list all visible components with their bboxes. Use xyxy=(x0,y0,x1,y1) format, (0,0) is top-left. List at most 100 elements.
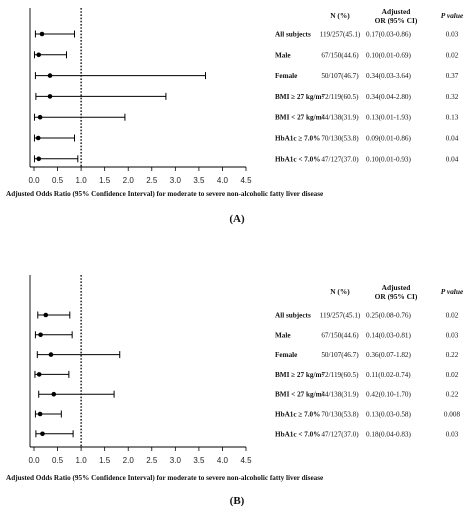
point-estimate xyxy=(36,156,42,162)
row-p-value: 0.13 xyxy=(446,114,459,122)
row-label: BMI ≥ 27 kg/m² xyxy=(275,93,324,101)
x-tick-label: 3.0 xyxy=(170,176,182,185)
point-estimate xyxy=(35,135,41,141)
x-axis-label: Adjusted Odds Ratio (95% Confidence Inte… xyxy=(6,190,323,198)
row-label: All subjects xyxy=(275,31,311,39)
x-tick-label: 2.5 xyxy=(146,456,158,465)
row-n: 67/150(44.6) xyxy=(321,331,359,339)
row-p-value: 0.03 xyxy=(446,430,459,438)
x-tick-label: 2.0 xyxy=(123,176,135,185)
row-or-ci: 0.36(0.07-1.82) xyxy=(366,351,412,359)
panel-label: (A) xyxy=(229,213,245,225)
or-column-header-line2: OR (95% CI) xyxy=(375,292,418,301)
row-p-value: 0.22 xyxy=(446,351,459,359)
x-tick-label: 0.5 xyxy=(52,456,64,465)
row-n: 70/130(53.8) xyxy=(321,411,359,419)
row-p-value: 0.04 xyxy=(446,135,459,143)
or-column-header-line1: Adjusted xyxy=(382,7,412,16)
point-estimate xyxy=(36,52,42,58)
point-estimate xyxy=(43,312,49,318)
row-or-ci: 0.13(0.03-0.58) xyxy=(366,411,412,419)
x-tick-label: 1.5 xyxy=(99,176,111,185)
row-n: 47/127(37.0) xyxy=(321,430,359,438)
row-p-value: 0.22 xyxy=(446,391,459,399)
row-p-value: 0.37 xyxy=(446,72,459,80)
row-p-value: 0.008 xyxy=(444,411,461,419)
x-axis-label: Adjusted Odds Ratio (95% Confidence Inte… xyxy=(6,474,323,482)
x-tick-label: 4.0 xyxy=(217,456,229,465)
row-label: Female xyxy=(275,72,297,80)
row-n: 119/257(45.1) xyxy=(320,312,361,320)
point-estimate xyxy=(39,31,45,37)
row-p-value: 0.02 xyxy=(446,312,459,320)
x-tick-label: 3.5 xyxy=(193,176,205,185)
x-tick-label: 3.5 xyxy=(193,456,205,465)
point-estimate xyxy=(36,372,42,377)
point-estimate xyxy=(37,114,43,120)
row-label: Female xyxy=(275,351,297,359)
row-or-ci: 0.09(0.01-0.86) xyxy=(366,135,412,143)
row-p-value: 0.03 xyxy=(446,31,459,39)
row-or-ci: 0.10(0.01-0.69) xyxy=(366,51,412,59)
row-label: HbA1c < 7.0% xyxy=(275,155,320,163)
x-tick-label: 0.5 xyxy=(52,176,64,185)
row-p-value: 0.02 xyxy=(446,371,459,379)
p-column-header: P value xyxy=(441,11,464,20)
row-or-ci: 0.17(0.03-0.86) xyxy=(366,31,412,39)
x-tick-label: 1.0 xyxy=(76,176,88,185)
n-column-header: N (%) xyxy=(330,11,350,20)
row-label: Male xyxy=(275,51,291,59)
row-label: BMI ≥ 27 kg/m² xyxy=(275,371,324,379)
row-or-ci: 0.13(0.01-1.93) xyxy=(366,114,412,122)
x-tick-label: 0.0 xyxy=(28,176,40,185)
row-or-ci: 0.34(0.04-2.80) xyxy=(366,93,412,101)
x-tick-label: 4.5 xyxy=(240,176,252,185)
or-column-header-line1: Adjusted xyxy=(382,283,412,292)
x-tick-label: 2.0 xyxy=(123,456,135,465)
p-column-header: P value xyxy=(441,287,464,296)
row-label: BMI < 27 kg/m² xyxy=(275,391,324,399)
row-p-value: 0.04 xyxy=(446,155,459,163)
row-n: 72/119(60.5) xyxy=(321,93,359,101)
row-n: 119/257(45.1) xyxy=(320,31,361,39)
row-n: 50/107(46.7) xyxy=(321,351,359,359)
x-tick-label: 4.5 xyxy=(240,456,252,465)
row-or-ci: 0.11(0.02-0.74) xyxy=(366,371,411,379)
point-estimate xyxy=(47,73,53,78)
point-estimate xyxy=(48,352,54,357)
row-label: BMI < 27 kg/m² xyxy=(275,114,324,122)
x-tick-label: 2.5 xyxy=(146,176,158,185)
x-tick-label: 1.0 xyxy=(76,456,88,465)
row-n: 72/119(60.5) xyxy=(321,371,359,379)
row-or-ci: 0.42(0.10-1.70) xyxy=(366,391,412,399)
point-estimate xyxy=(47,94,53,99)
row-n: 44/138(31.9) xyxy=(321,391,359,399)
row-label: HbA1c ≥ 7.0% xyxy=(275,135,320,143)
point-estimate xyxy=(38,332,43,338)
row-n: 50/107(46.7) xyxy=(321,72,359,80)
row-n: 67/150(44.6) xyxy=(321,51,359,59)
row-n: 44/138(31.9) xyxy=(321,114,359,122)
or-column-header-line2: OR (95% CI) xyxy=(375,16,418,25)
row-or-ci: 0.25(0.08-0.76) xyxy=(366,312,412,320)
row-p-value: 0.03 xyxy=(446,331,459,339)
x-tick-label: 4.0 xyxy=(217,176,229,185)
row-label: Male xyxy=(275,331,291,339)
x-tick-label: 1.5 xyxy=(99,456,111,465)
panel-label: (B) xyxy=(230,495,245,507)
row-p-value: 0.02 xyxy=(446,51,459,59)
row-or-ci: 0.14(0.03-0.81) xyxy=(366,331,412,339)
row-or-ci: 0.34(0.03-3.64) xyxy=(366,72,412,80)
x-tick-label: 0.0 xyxy=(28,456,40,465)
row-label: HbA1c ≥ 7.0% xyxy=(275,411,320,419)
row-label: All subjects xyxy=(275,312,311,320)
row-n: 70/130(53.8) xyxy=(321,135,359,143)
row-n: 47/127(37.0) xyxy=(321,155,359,163)
point-estimate xyxy=(37,411,43,417)
x-tick-label: 3.0 xyxy=(170,456,182,465)
row-or-ci: 0.10(0.01-0.93) xyxy=(366,155,412,163)
point-estimate xyxy=(51,391,57,397)
point-estimate xyxy=(40,431,45,437)
n-column-header: N (%) xyxy=(330,287,350,296)
